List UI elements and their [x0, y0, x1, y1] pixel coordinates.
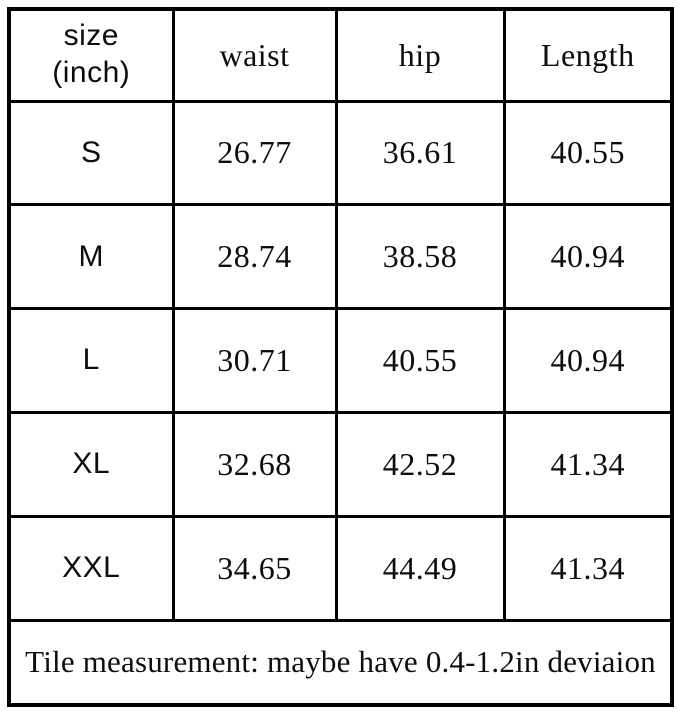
header-cell-waist: waist [171, 7, 338, 103]
cell-waist-l: 30.71 [171, 307, 338, 414]
cell-length-m: 40.94 [502, 203, 674, 311]
cell-waist-s: 26.77 [171, 99, 338, 207]
cell-size-xl: XL [7, 410, 175, 518]
header-size-label: size [63, 19, 119, 53]
footnote-row: Tile measurement: maybe have 0.4-1.2in d… [7, 618, 674, 707]
cell-hip-l: 40.55 [334, 307, 506, 414]
cell-hip-xl: 42.52 [334, 410, 506, 518]
table-row-l: L 30.71 40.55 40.94 [7, 307, 674, 414]
header-cell-length: Length [502, 7, 674, 103]
header-cell-size: size (inch) [7, 7, 175, 103]
table-row-xl: XL 32.68 42.52 41.34 [7, 410, 674, 518]
cell-hip-xxl: 44.49 [334, 514, 506, 622]
size-chart-table: size (inch) waist hip Length S 26.77 36.… [7, 7, 674, 707]
cell-size-m: M [7, 203, 175, 311]
header-cell-hip: hip [334, 7, 506, 103]
cell-waist-xxl: 34.65 [171, 514, 338, 622]
cell-size-xxl: XXL [7, 514, 175, 622]
cell-length-s: 40.55 [502, 99, 674, 207]
cell-size-l: L [7, 307, 175, 414]
cell-waist-m: 28.74 [171, 203, 338, 311]
header-size-unit: (inch) [52, 56, 131, 90]
table-row-s: S 26.77 36.61 40.55 [7, 99, 674, 207]
cell-size-s: S [7, 99, 175, 207]
cell-waist-xl: 32.68 [171, 410, 338, 518]
footnote-text: Tile measurement: maybe have 0.4-1.2in d… [7, 618, 674, 707]
cell-length-l: 40.94 [502, 307, 674, 414]
table-row-m: M 28.74 38.58 40.94 [7, 203, 674, 311]
cell-length-xxl: 41.34 [502, 514, 674, 622]
cell-length-xl: 41.34 [502, 410, 674, 518]
header-row: size (inch) waist hip Length [7, 7, 674, 103]
cell-hip-m: 38.58 [334, 203, 506, 311]
table-row-xxl: XXL 34.65 44.49 41.34 [7, 514, 674, 622]
cell-hip-s: 36.61 [334, 99, 506, 207]
